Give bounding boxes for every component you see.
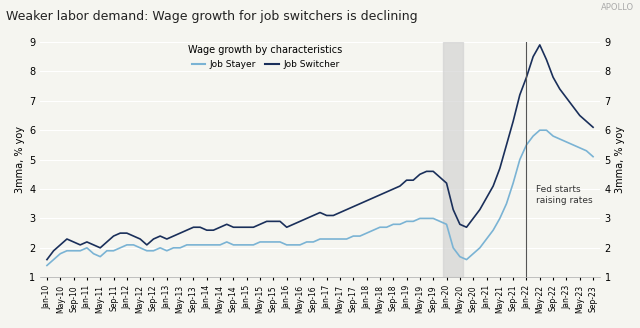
Text: APOLLO: APOLLO: [600, 3, 634, 12]
Text: Weaker labor demand: Wage growth for job switchers is declining: Weaker labor demand: Wage growth for job…: [6, 10, 418, 23]
Text: Fed starts
raising rates: Fed starts raising rates: [536, 185, 593, 205]
Y-axis label: 3mma, % yoy: 3mma, % yoy: [615, 126, 625, 193]
Bar: [444, 42, 463, 277]
Y-axis label: 3mma, % yoy: 3mma, % yoy: [15, 126, 25, 193]
Legend: Job Stayer, Job Switcher: Job Stayer, Job Switcher: [185, 42, 346, 72]
